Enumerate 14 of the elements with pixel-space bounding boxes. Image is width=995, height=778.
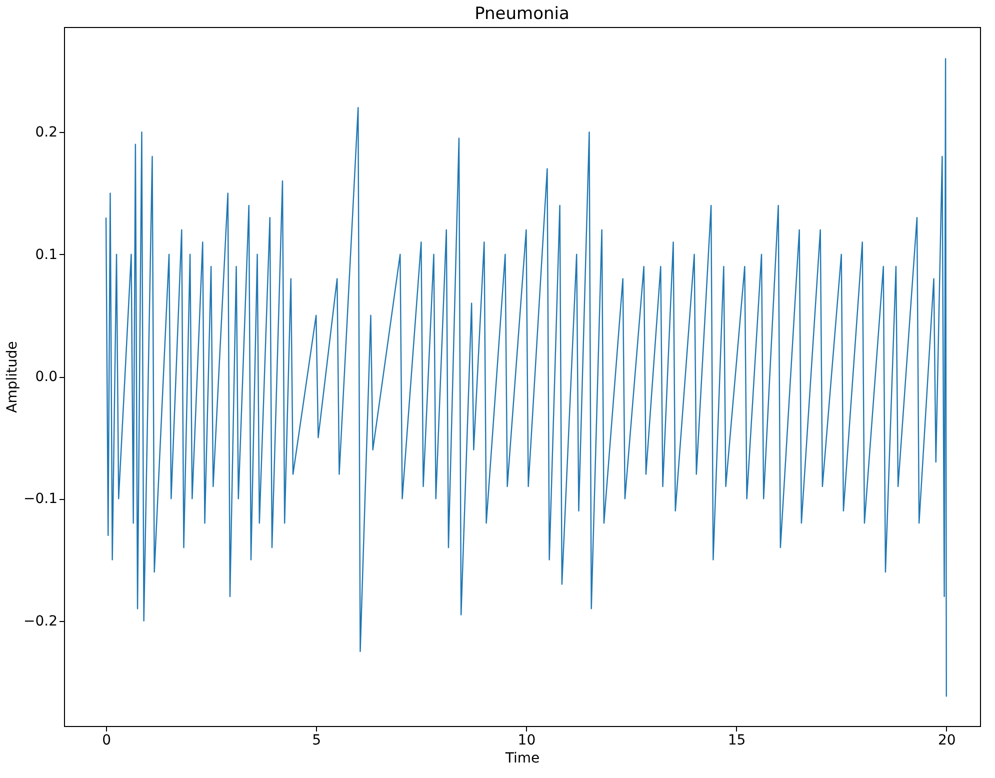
- line-series: [105, 58, 947, 698]
- chart-title: Pneumonia: [474, 4, 570, 24]
- y-axis-title: Amplitude: [4, 341, 21, 413]
- x-tick-label: 20: [938, 732, 956, 748]
- y-tick-label: −0.2: [24, 613, 58, 630]
- x-tick-label: 0: [102, 732, 111, 748]
- y-tick-label: 0.2: [35, 124, 58, 141]
- x-tick-label: 5: [312, 732, 322, 748]
- x-axis-title: Time: [504, 750, 540, 766]
- y-tick-label: 0.0: [35, 369, 58, 385]
- y-tick-label: −0.1: [24, 491, 58, 508]
- y-tick-label: 0.1: [35, 246, 58, 263]
- x-tick-label: 15: [728, 732, 746, 748]
- x-tick-label: 10: [518, 732, 536, 748]
